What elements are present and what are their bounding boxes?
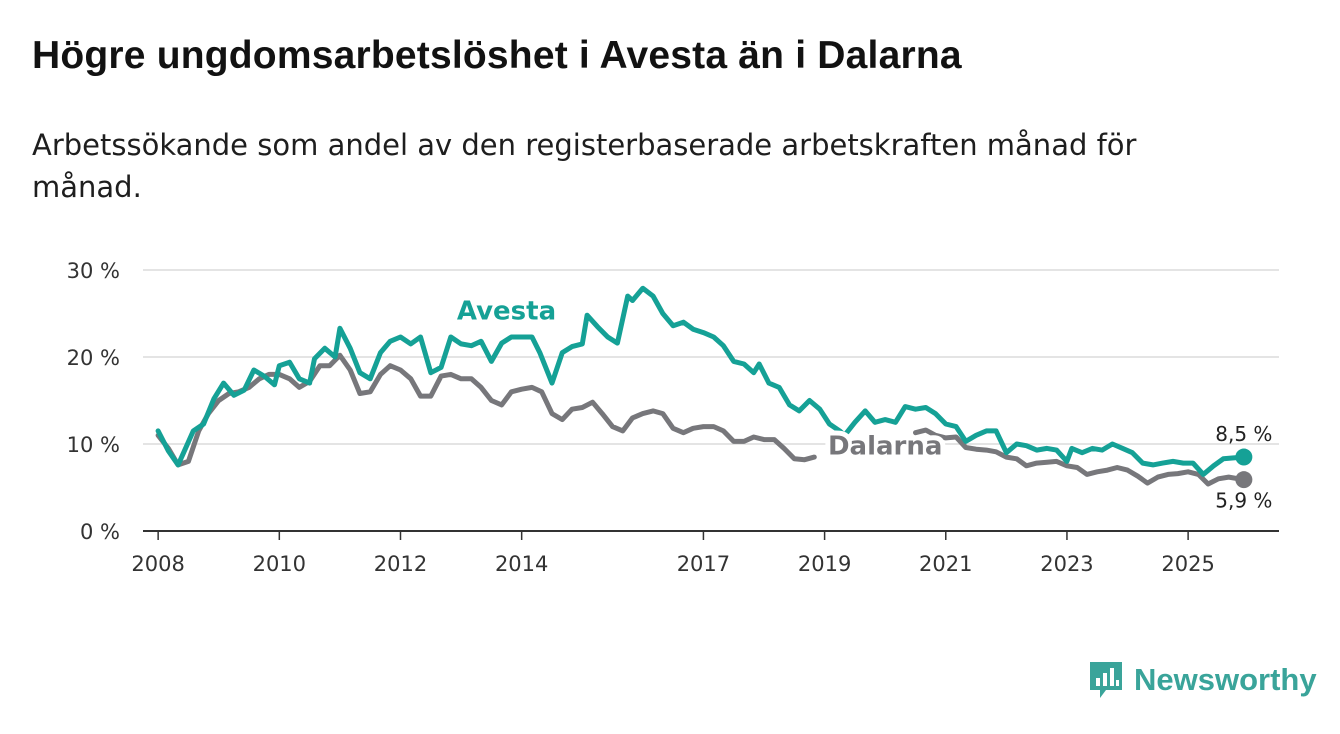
chart-title: Högre ungdomsarbetslöshet i Avesta än i … [32, 34, 962, 77]
series-lines [155, 285, 1247, 487]
x-tick-label: 2019 [798, 552, 851, 576]
x-tick-label: 2021 [919, 552, 972, 576]
series-label-avesta: Avesta [457, 297, 556, 327]
x-tick-label: 2025 [1161, 552, 1214, 576]
y-tick-label: 10 % [67, 433, 120, 457]
end-point-dalarna [1235, 471, 1253, 489]
x-tick-label: 2017 [677, 552, 730, 576]
y-axis-labels: 0 % 10 % 20 % 30 % [67, 259, 120, 544]
x-tick-label: 2014 [495, 552, 548, 576]
x-tick-label: 2012 [374, 552, 427, 576]
y-tick-label: 0 % [80, 520, 120, 544]
series-label-halo: Dalarna [828, 431, 942, 461]
series-label-dalarna: Dalarna [828, 431, 942, 461]
x-tick-label: 2008 [131, 552, 184, 576]
chart-subtitle: Arbetssökande som andel av den registerb… [32, 128, 1137, 204]
brand-logo: Newsworthy [1088, 660, 1317, 700]
x-tick-label: 2023 [1040, 552, 1093, 576]
end-value-label-dalarna: 5,9 % [1215, 489, 1272, 513]
series-label-halo: Avesta [457, 297, 556, 327]
y-tick-label: 20 % [67, 346, 120, 370]
series-line-dalarna [155, 352, 817, 468]
brand-name: Newsworthy [1134, 662, 1317, 697]
end-point-avesta [1235, 448, 1253, 466]
end-value-label-avesta: 8,5 % [1215, 422, 1272, 446]
x-tick-label: 2010 [253, 552, 306, 576]
series-line-dalarna-segment [913, 427, 1247, 487]
bar-chart-logo-icon [1090, 662, 1122, 698]
x-axis: 2008 2010 2012 2014 2017 2019 2021 2023 2025 [131, 530, 1279, 576]
series-line-avesta [155, 285, 1247, 477]
y-tick-label: 30 % [67, 259, 120, 283]
